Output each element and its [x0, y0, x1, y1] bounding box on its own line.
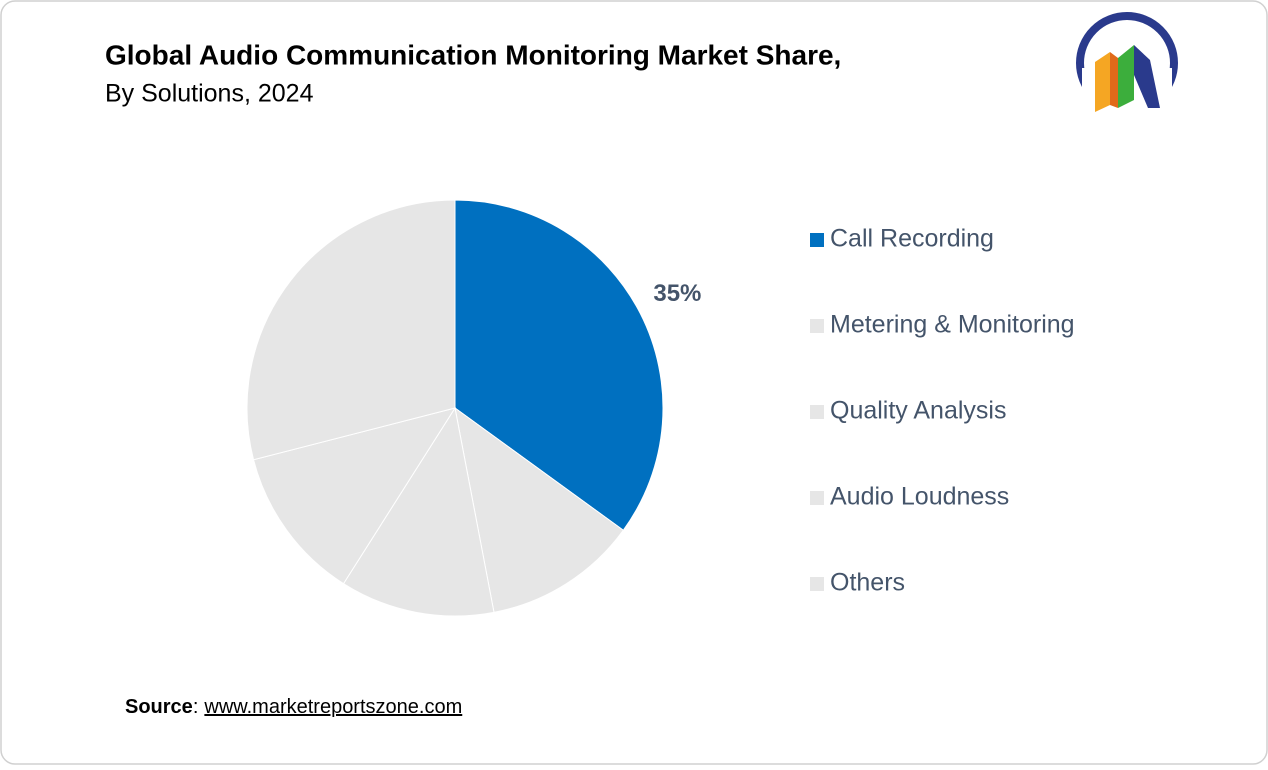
legend-label: Metering & Monitoring [830, 311, 1075, 339]
source-label: Source [125, 696, 193, 718]
source-url[interactable]: www.marketreportszone.com [203, 696, 462, 718]
source-separator: : [193, 696, 199, 718]
source: Source: www.marketreportszone.com [125, 696, 462, 718]
pie-slice [454, 406, 624, 613]
logo [1076, 12, 1178, 118]
legend-label: Quality Analysis [830, 397, 1006, 425]
pie-slice [342, 406, 495, 617]
legend-swatch [810, 319, 824, 333]
legend-swatch [810, 233, 824, 247]
data-label: 35% [653, 280, 701, 307]
pie-slice [246, 199, 456, 461]
legend-label: Audio Loudness [830, 483, 1009, 511]
legend-swatch [810, 491, 824, 505]
legend-swatch [810, 405, 824, 419]
pie-slice [252, 407, 457, 585]
pie-slice [454, 199, 664, 531]
legend-swatch [810, 577, 824, 591]
chart-title: Global Audio Communication Monitoring Ma… [105, 39, 841, 70]
legend-label: Call Recording [830, 225, 994, 253]
legend-label: Others [830, 569, 905, 597]
chart-subtitle: By Solutions, 2024 [105, 80, 314, 108]
